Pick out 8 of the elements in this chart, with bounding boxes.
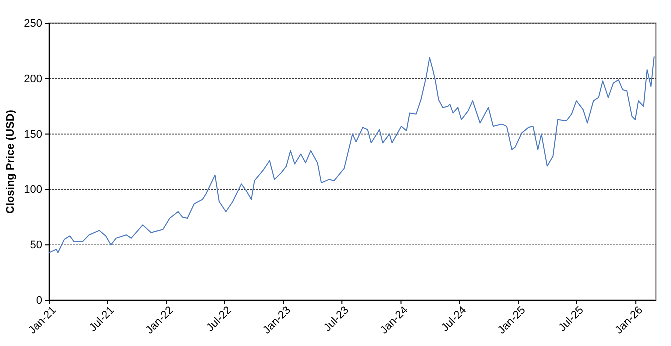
y-axis-title: Closing Price (USD) [5,110,17,214]
y-tick-label: 250 [24,18,42,30]
y-tick-label: 200 [24,73,42,86]
y-tick-label: 0 [36,295,42,308]
y-tick-label: 50 [30,240,42,252]
y-tick-label: 150 [24,128,42,141]
line-series [49,56,655,254]
y-tick-label: 100 [24,184,42,196]
